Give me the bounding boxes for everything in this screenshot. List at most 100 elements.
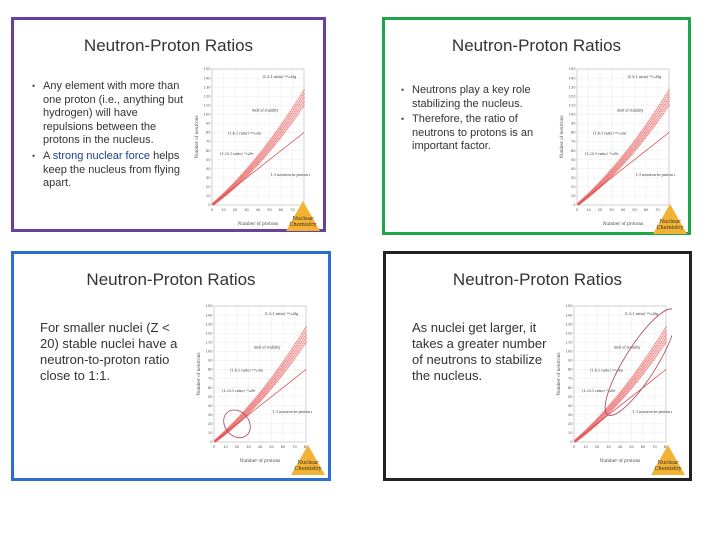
- belt-of-stability: [577, 89, 670, 206]
- stable-nucleus-dot: [653, 112, 655, 115]
- stable-nucleus-dot: [629, 153, 631, 156]
- y-tick-label: 100: [206, 350, 214, 354]
- stable-nucleus-dot: [302, 329, 305, 332]
- stable-nucleus-dot: [290, 362, 292, 365]
- stable-nucleus-dot: [282, 367, 284, 369]
- y-tick-label: 70: [208, 377, 213, 381]
- y-tick-label: 40: [206, 167, 211, 171]
- stable-nucleus-dot: [271, 385, 274, 388]
- stable-nucleus-dot: [638, 366, 641, 368]
- stable-nucleus-dot: [272, 143, 274, 146]
- stable-nucleus-dot: [660, 347, 663, 350]
- stable-nucleus-dot: [616, 402, 619, 405]
- stable-nucleus-dot: [647, 362, 650, 365]
- stable-nucleus-dot: [305, 337, 307, 340]
- y-tick-label: 0: [570, 440, 573, 444]
- stable-nucleus-dot: [285, 356, 288, 359]
- y-tick-label: 150: [206, 304, 214, 308]
- stable-nucleus-dot: [654, 110, 657, 113]
- stable-nucleus-dot: [291, 110, 294, 113]
- stable-nucleus-dot: [277, 133, 280, 136]
- stable-nucleus-dot: [270, 377, 273, 379]
- stable-nucleus-dot: [285, 128, 288, 131]
- stable-nucleus-dot: [301, 339, 304, 341]
- stable-nucleus-dot: [634, 146, 637, 149]
- stable-nucleus-dot: [287, 356, 290, 358]
- stable-nucleus-dot: [292, 105, 295, 108]
- stable-nucleus-dot: [666, 102, 669, 105]
- stable-nucleus-dot: [292, 119, 295, 121]
- stable-nucleus-dot: [661, 339, 664, 341]
- stable-nucleus-dot: [630, 151, 632, 154]
- x-tick-label: 40: [258, 445, 263, 449]
- stable-nucleus-dot: [292, 346, 295, 348]
- stable-nucleus-dot: [649, 117, 652, 120]
- y-tick-label: 90: [571, 122, 576, 126]
- stable-nucleus-dot: [652, 352, 655, 355]
- stable-nucleus-dot: [301, 331, 304, 334]
- stable-nucleus-dot: [278, 137, 281, 140]
- stable-nucleus-dot: [655, 115, 658, 118]
- stable-nucleus-dot: [289, 117, 292, 120]
- stable-nucleus-dot: [249, 171, 251, 174]
- stable-nucleus-dot: [274, 372, 276, 375]
- stable-nucleus-dot: [274, 377, 276, 380]
- stable-nucleus-dot: [655, 118, 658, 121]
- stable-nucleus-dot: [643, 365, 646, 368]
- stable-nucleus-dot: [293, 107, 296, 109]
- stable-nucleus-dot: [248, 411, 251, 414]
- stable-nucleus-dot: [646, 125, 649, 128]
- stable-nucleus-dot: [647, 129, 650, 132]
- stable-nucleus-dot: [257, 163, 259, 166]
- stable-nucleus-dot: [639, 375, 642, 378]
- stable-nucleus-dot: [276, 131, 279, 134]
- stable-nucleus-dot: [284, 120, 287, 123]
- stable-nucleus-dot: [301, 102, 304, 105]
- stable-nucleus-dot: [607, 412, 610, 415]
- stable-nucleus-dot: [640, 368, 643, 371]
- stable-nucleus-dot: [298, 107, 301, 110]
- stable-nucleus-dot: [644, 366, 647, 369]
- stable-nucleus-dot: [303, 92, 305, 95]
- slide-title: Neutron-Proton Ratios: [83, 36, 254, 55]
- stable-nucleus-dot: [637, 146, 639, 148]
- stable-nucleus-dot: [277, 130, 280, 133]
- stable-nucleus-dot: [298, 100, 301, 102]
- stable-nucleus-dot: [663, 328, 666, 330]
- stable-nucleus-dot: [658, 114, 661, 116]
- badge-label: Nuclear: [297, 460, 319, 466]
- stable-nucleus-dot: [660, 340, 663, 343]
- stable-nucleus-dot: [638, 371, 641, 374]
- y-tick-label: 20: [206, 185, 211, 189]
- stable-nucleus-dot: [650, 359, 652, 361]
- x-tick-label: 70: [652, 445, 657, 449]
- stable-nucleus-dot: [645, 133, 647, 135]
- nuclear-chemistry-badge: Nuclear Chemistry: [650, 444, 686, 476]
- x-tick-label: 80: [304, 445, 309, 449]
- stable-nucleus-dot: [652, 126, 654, 129]
- stable-nucleus-dot: [287, 365, 290, 368]
- y-tick-label: 40: [571, 167, 576, 171]
- slide-3: Neutron-Proton Ratios For smaller nuclei…: [11, 251, 331, 481]
- stable-nucleus-dot: [287, 117, 289, 120]
- x-tick-label: 40: [618, 445, 623, 449]
- stable-nucleus-dot: [274, 132, 277, 135]
- stable-nucleus-dot: [291, 107, 294, 110]
- stable-nucleus-dot: [653, 125, 655, 128]
- x-tick-label: 10: [586, 208, 591, 212]
- stable-nucleus-dot: [303, 331, 306, 334]
- annotation-one-to-one: 1:1 neutron-to-proton ratio: [273, 410, 312, 414]
- stable-nucleus-dot: [288, 122, 290, 124]
- stable-nucleus-dot: [276, 140, 279, 143]
- x-tick-label: 10: [223, 445, 228, 449]
- stable-nucleus-dot: [658, 117, 661, 120]
- stable-nucleus-dot: [281, 134, 284, 137]
- stable-nucleus-dot: [622, 163, 624, 166]
- stable-nucleus-dot: [283, 131, 286, 134]
- nuclear-chemistry-badge: Nuclear Chemistry: [285, 200, 321, 232]
- stable-nucleus-dot: [280, 362, 283, 365]
- stable-nucleus-dot: [658, 351, 660, 354]
- stable-nucleus-dot: [305, 341, 307, 344]
- stable-nucleus-dot: [294, 345, 297, 348]
- stable-nucleus-dot: [277, 378, 280, 381]
